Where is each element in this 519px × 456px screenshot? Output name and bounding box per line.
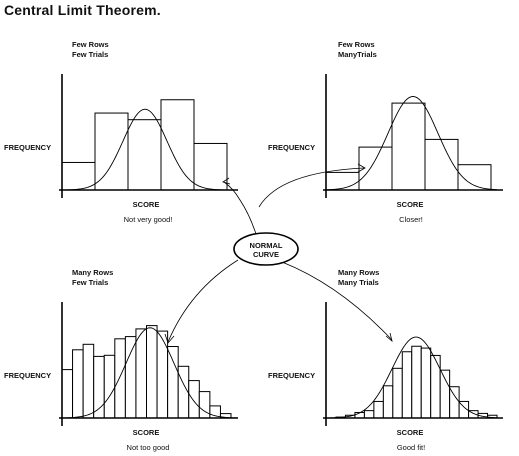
panel-4-bar [430,354,441,419]
normal-curve-node [233,232,299,266]
panel-4-histogram [323,302,503,426]
panel-3-bar [124,336,137,419]
arrow-to-panel-4-head [385,332,393,343]
panel-3-ylabel: FREQUENCY [4,371,52,380]
arrow-to-panel-2-head [357,163,366,173]
panel-1-bar [160,99,195,191]
panel-3-bar [167,346,179,419]
panel-1-histogram [59,74,238,198]
panel-1-normal-curve [61,108,238,191]
panel-3-bar [61,369,74,419]
panel-2-bar [391,102,426,191]
panel-3-caption: Not too good [126,443,170,452]
panel-4-xlabel: SCORE [396,428,424,437]
panel-1-bar [127,119,162,191]
histogram-plots [59,74,503,426]
arrow-to-panel-3 [167,259,239,343]
panel-4-bar [449,386,460,419]
arrow-to-panel-2 [258,167,365,208]
panel-4-bar [363,410,375,419]
panel-4-bar [373,400,384,419]
panel-3-bar [135,328,148,419]
panel-1-bar [193,142,228,191]
node-label-line1: NORMAL [249,241,283,250]
connector-arrows [164,163,393,344]
panel-1-ylabel: FREQUENCY [4,143,52,152]
panel-2-bar [424,138,459,191]
panel-4-condition-rows: Many Rows [338,268,380,277]
panel-1-condition-rows: Few Rows [72,40,109,49]
page-title: Central Limit Theorem. [4,2,161,18]
panel-3-bar [72,349,84,419]
panel-2-normal-curve [325,96,498,191]
panel-1-condition-trials: Few Trials [72,50,109,59]
panel-3-bar [188,380,200,419]
panel-2-xlabel: SCORE [396,200,424,209]
node-label-line2: CURVE [252,250,280,259]
panel-3-xlabel: SCORE [132,428,160,437]
panel-4-condition-trials: Many Trials [338,278,379,287]
panel-3-normal-curve [61,327,239,419]
panel-3-bar [103,354,116,419]
panel-2-ylabel: FREQUENCY [268,143,316,152]
panel-4-ylabel: FREQUENCY [268,371,316,380]
panel-1-bar [61,161,96,191]
panel-3-bar [82,343,95,419]
panel-4-normal-curve [325,336,498,419]
panel-4-bar [401,351,413,419]
arrow-to-panel-1-head [222,177,231,185]
panel-4-bar [411,345,422,419]
arrow-to-panel-3-head [164,333,175,344]
panel-3-bar [177,365,190,419]
panel-1-xlabel: SCORE [132,200,160,209]
panel-3-bar [156,330,169,419]
panel-3-bar [146,325,158,419]
panel-4-bar [439,369,451,419]
panel-1-caption: Not very good! [123,215,173,224]
panel-2-condition-trials: ManyTrials [338,50,377,59]
panel-3-condition-trials: Few Trials [72,278,109,287]
panel-3-bar [114,338,126,419]
arrow-to-panel-1 [223,181,258,238]
panel-2-histogram [323,74,503,198]
panel-4-caption: Good fit! [396,443,426,452]
panel-4-bar [420,347,432,419]
panel-2-condition-rows: Few Rows [338,40,375,49]
panel-4-bar [392,367,403,419]
panel-3-condition-rows: Many Rows [72,268,114,277]
panel-2-bar [325,171,360,191]
panel-1-bar [94,112,129,191]
panel-2-caption: Closer! [399,215,423,224]
panel-4-bar [382,385,394,419]
arrow-to-panel-4 [281,261,393,341]
panel-3-bar [198,391,211,419]
panel-3-histogram [59,302,239,426]
